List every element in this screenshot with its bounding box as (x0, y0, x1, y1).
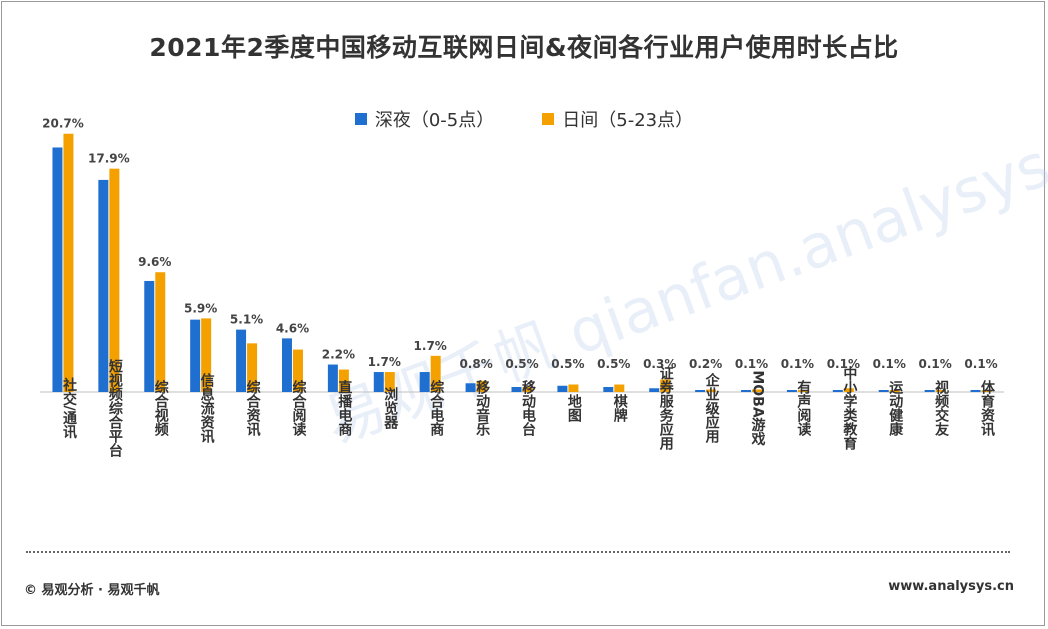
category-label-16: 有声阅读 (795, 379, 812, 437)
data-label-3: 5.9% (184, 301, 217, 315)
category-label-7: 浏览器 (382, 386, 399, 430)
category-label-10: 移动电台 (520, 379, 536, 437)
category-label-9: 移动音乐 (474, 379, 490, 437)
category-label-18: 运动健康 (887, 380, 903, 437)
category-label-4: 综合资讯 (245, 379, 261, 437)
bar-night-7 (373, 372, 384, 392)
data-label-18: 0.1% (873, 357, 906, 371)
bar-day-18 (889, 390, 900, 392)
bar-day-1 (109, 168, 120, 392)
bar-day-10 (522, 387, 533, 392)
bar-night-2 (144, 280, 155, 392)
data-label-0: 20.7% (42, 117, 84, 131)
data-label-12: 0.5% (597, 357, 630, 371)
bar-day-3 (201, 318, 212, 392)
bar-day-13 (660, 379, 671, 392)
bar-night-15 (741, 390, 752, 392)
chart-title: 2021年2季度中国移动互联网日间&夜间各行业用户使用时长占比 (149, 33, 899, 62)
bar-day-5 (292, 349, 303, 392)
bar-night-6 (327, 364, 338, 392)
data-label-5: 4.6% (276, 321, 309, 335)
bar-day-14 (706, 389, 717, 392)
bar-night-18 (878, 390, 889, 392)
bar-day-17 (843, 388, 854, 392)
footer-website: www.analysys.cn (888, 579, 1014, 594)
bar-day-9 (476, 380, 487, 392)
bar-night-13 (649, 388, 660, 392)
data-label-20: 0.1% (964, 357, 997, 371)
data-label-7: 1.7% (368, 355, 401, 369)
bar-night-0 (52, 147, 63, 392)
legend-item-day: 日间（5-23点） (542, 106, 693, 132)
data-label-9: 0.8% (459, 357, 492, 371)
legend-swatch-night (354, 113, 367, 125)
category-label-15: MOBA游戏 (750, 370, 767, 447)
data-label-1: 17.9% (88, 152, 130, 166)
legend-swatch-day (542, 113, 555, 125)
bar-night-10 (511, 387, 522, 392)
bar-day-11 (568, 384, 579, 392)
category-label-3: 信息流资讯 (199, 372, 215, 444)
data-label-10: 0.5% (505, 357, 538, 371)
category-label-6: 直播电商 (336, 379, 352, 437)
bar-night-5 (281, 338, 292, 392)
category-label-12: 棋牌 (612, 393, 628, 423)
bar-day-16 (797, 390, 808, 392)
data-label-4: 5.1% (230, 313, 263, 327)
category-label-11: 地图 (566, 393, 582, 423)
bar-night-1 (98, 179, 109, 392)
data-label-17: 0.1% (827, 357, 860, 371)
category-label-8: 综合电商 (428, 379, 444, 437)
category-label-17: 中小学类教育 (841, 365, 857, 451)
category-label-2: 综合视频 (153, 379, 169, 437)
bar-night-20 (970, 390, 981, 392)
bar-night-4 (236, 329, 247, 392)
bar-night-8 (419, 372, 430, 392)
bar-day-15 (752, 389, 763, 392)
bar-day-0 (63, 133, 74, 392)
bar-day-2 (155, 272, 166, 392)
bar-night-17 (832, 390, 843, 392)
bar-day-7 (384, 372, 395, 392)
category-label-0: 社交/通讯 (61, 377, 78, 440)
data-label-15: 0.1% (735, 357, 768, 371)
legend: 深夜（0-5点） 日间（5-23点） (0, 106, 1048, 132)
data-label-2: 9.6% (138, 255, 171, 269)
bar-night-9 (465, 383, 476, 392)
data-label-6: 2.2% (322, 348, 355, 362)
bar-night-14 (695, 390, 706, 392)
bar-day-19 (935, 390, 946, 392)
bar-day-20 (981, 390, 992, 392)
category-label-19: 视频交友 (933, 379, 949, 437)
category-label-14: 企业级应用 (704, 372, 721, 444)
data-label-8: 1.7% (414, 339, 447, 353)
category-label-13: 证券服务应用 (658, 366, 674, 451)
category-label-5: 综合阅读 (290, 379, 306, 437)
bar-day-6 (338, 369, 349, 392)
data-label-11: 0.5% (551, 357, 584, 371)
bar-day-4 (247, 343, 258, 392)
bar-day-12 (614, 384, 625, 392)
bar-night-12 (603, 387, 614, 392)
bar-night-19 (924, 390, 935, 392)
data-label-16: 0.1% (781, 357, 814, 371)
bar-night-11 (557, 385, 568, 392)
bar-night-16 (786, 390, 797, 392)
category-label-20: 体育资讯 (979, 379, 995, 437)
footer-copyright: © 易观分析 · 易观千帆 (24, 583, 160, 598)
bar-night-3 (190, 319, 201, 392)
data-label-19: 0.1% (919, 357, 952, 371)
data-label-13: 0.3% (643, 357, 676, 371)
legend-label-day: 日间（5-23点） (562, 110, 694, 131)
bar-day-8 (430, 355, 441, 392)
legend-item-night: 深夜（0-5点） (354, 106, 495, 132)
footer-divider (26, 551, 1010, 553)
legend-label-night: 深夜（0-5点） (374, 110, 495, 131)
category-label-1: 短视频综合平台 (107, 358, 123, 458)
data-label-14: 0.2% (689, 357, 722, 371)
